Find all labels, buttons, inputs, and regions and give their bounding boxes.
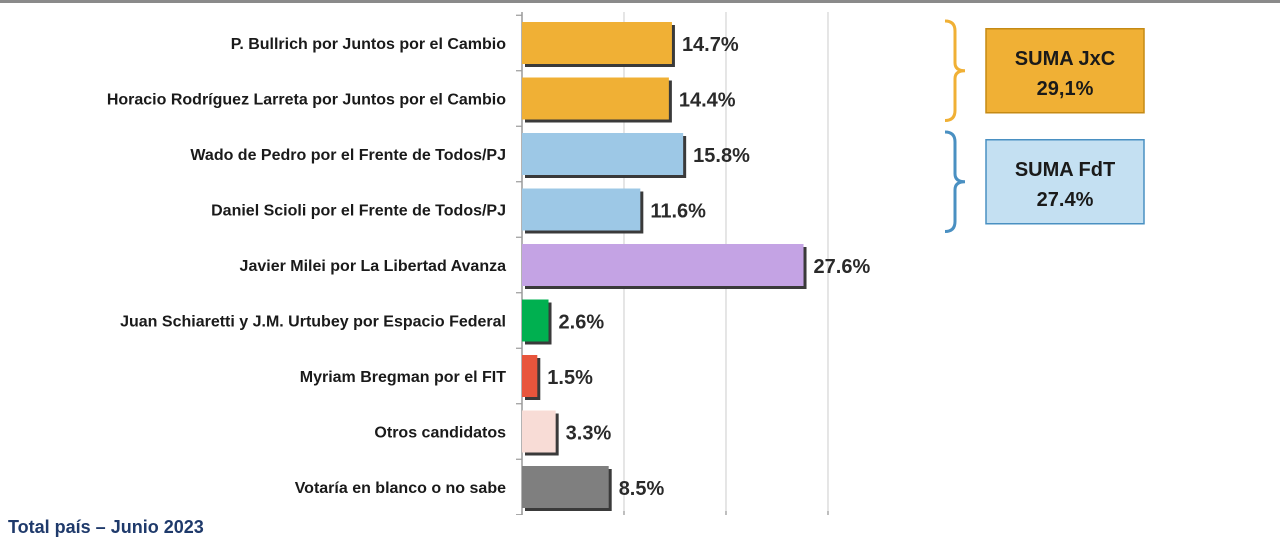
bar-chart: P. Bullrich por Juntos por el Cambio 14.7… (107, 12, 1145, 515)
bar (522, 188, 641, 231)
bar (522, 466, 609, 508)
category-label: Votaría en blanco o no sabe (295, 480, 506, 497)
category-label: Horacio Rodríguez Larreta por Juntos por… (107, 92, 506, 109)
category-label: P. Bullrich por Juntos por el Cambio (231, 36, 507, 53)
bar (522, 244, 804, 286)
bar (522, 299, 549, 342)
bar (522, 22, 672, 64)
value-label: 11.6% (650, 201, 706, 223)
group-sum-label: SUMA FdT (1015, 159, 1115, 181)
category-label: Javier Milei por La Libertad Avanza (240, 258, 507, 275)
category-label: Juan Schiaretti y J.M. Urtubey por Espac… (120, 314, 506, 331)
category-label: Daniel Scioli por el Frente de Todos/PJ (211, 203, 506, 220)
value-label: 1.5% (547, 367, 593, 389)
top-rule (0, 0, 1280, 3)
category-label: Wado de Pedro por el Frente de Todos/PJ (190, 147, 506, 164)
value-label: 2.6% (559, 312, 605, 334)
bar (522, 133, 684, 175)
value-label: 3.3% (566, 423, 612, 445)
group-sum-box (985, 28, 1145, 114)
group-sum-value: 29,1% (1037, 78, 1094, 100)
bar (522, 410, 556, 453)
group-sum-label: SUMA JxC (1015, 48, 1115, 70)
group-sum-box (985, 139, 1145, 225)
group-bracket (944, 130, 966, 233)
group-sum-value: 27.4% (1037, 189, 1094, 211)
value-label: 15.8% (693, 145, 750, 167)
bar (522, 355, 538, 397)
category-label: Otros candidatos (374, 425, 506, 442)
value-label: 8.5% (619, 478, 665, 500)
bar (522, 77, 669, 120)
value-label: 27.6% (814, 256, 871, 278)
chart-footnote: Total país – Junio 2023 (8, 517, 204, 537)
group-bracket (944, 19, 966, 122)
value-label: 14.7% (682, 34, 739, 56)
value-label: 14.4% (679, 90, 736, 112)
category-label: Myriam Bregman por el FIT (300, 369, 506, 386)
